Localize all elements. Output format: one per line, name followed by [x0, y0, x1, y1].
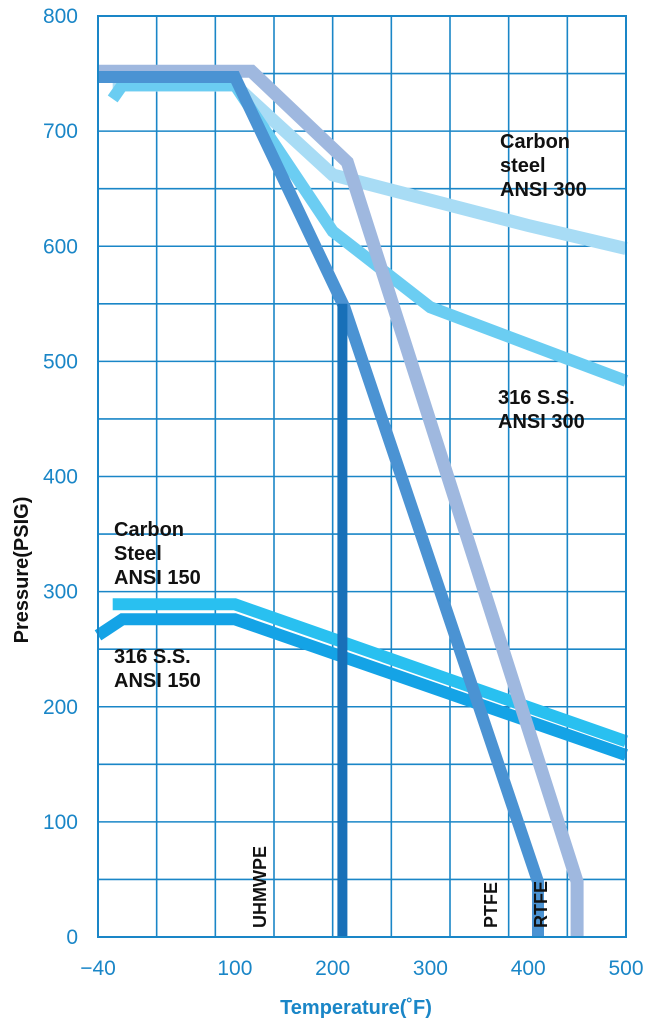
x-tick-label: 300	[413, 957, 448, 980]
annotation-line: ANSI 300	[498, 411, 585, 433]
y-tick-label: 800	[43, 5, 78, 28]
x-tick-label: 400	[511, 957, 546, 980]
y-tick-label: 700	[43, 120, 78, 143]
series-line-316-s-s-ansi-300	[107, 79, 629, 387]
y-tick-label: 100	[43, 811, 78, 834]
y-tick-label: 500	[43, 350, 78, 373]
y-tick-label: 0	[66, 926, 78, 949]
tick-labels: 0 100 200 300 400 500 600 700 800 −40 100 200 300 400…	[43, 5, 644, 980]
annotation-line: ANSI 300	[500, 179, 587, 201]
y-tick-label: 200	[43, 696, 78, 719]
annotation-carbon-150: Carbon Steel ANSI 150	[114, 519, 201, 589]
x-tick-label: −40	[80, 957, 116, 980]
y-axis-title: Pressure(PSIG)	[11, 497, 33, 644]
annotation-line: steel	[500, 155, 546, 177]
x-tick-label: 500	[608, 957, 643, 980]
annotation-line: 316 S.S.	[114, 646, 191, 668]
annotation-rtfe: RTFE	[531, 881, 551, 928]
annotation-line: Steel	[114, 543, 162, 565]
annotation-ptfe: PTFE	[481, 882, 501, 928]
annotation-carbon-300: Carbon steel ANSI 300	[500, 131, 587, 201]
annotation-line: Carbon	[114, 519, 184, 541]
y-tick-label: 400	[43, 466, 78, 489]
annotation-line: Carbon	[500, 131, 570, 153]
x-tick-label: 200	[315, 957, 350, 980]
y-tick-label: 600	[43, 235, 78, 258]
annotation-ss-300: 316 S.S. ANSI 300	[498, 387, 585, 433]
annotation-line: 316 S.S.	[498, 387, 575, 409]
series-lines	[94, 64, 629, 937]
y-tick-label: 300	[43, 581, 78, 604]
annotation-ss-150: 316 S.S. ANSI 150	[114, 646, 201, 692]
plot-frame	[97, 15, 627, 938]
series-line-carbon-steel-ansi-150	[112, 598, 628, 747]
annotation-line: ANSI 150	[114, 567, 201, 589]
annotation-line: ANSI 150	[114, 670, 201, 692]
x-axis-title: Temperature(˚F)	[280, 996, 432, 1019]
x-tick-label: 100	[217, 957, 252, 980]
series-line-316-s-s-ansi-150	[94, 613, 628, 761]
annotation-uhmwpe: UHMWPE	[250, 846, 270, 928]
plot-border	[97, 15, 627, 938]
